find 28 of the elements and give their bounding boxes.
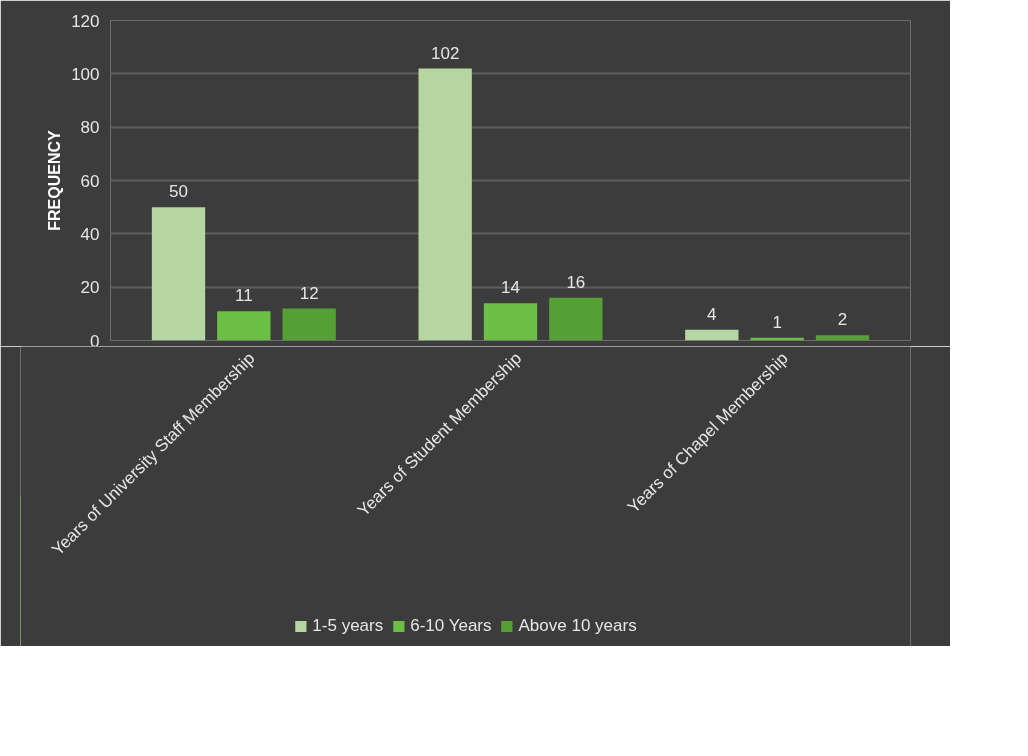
y-tick-label: 0 [90, 331, 100, 351]
bar [217, 311, 271, 341]
bar [815, 335, 870, 341]
y-tick-label: 80 [80, 118, 100, 138]
y-tick-label: 120 [71, 11, 100, 31]
data-label: 14 [501, 278, 520, 298]
data-label: 4 [707, 304, 717, 324]
bar [685, 329, 739, 341]
bar [549, 297, 603, 341]
data-label: 16 [566, 272, 586, 292]
data-label: 1 [772, 312, 782, 332]
data-label: 102 [430, 43, 460, 63]
legend-label: 6-10 Years [410, 616, 492, 636]
bar [418, 68, 472, 341]
bar [483, 303, 538, 341]
y-tick-label: 20 [80, 278, 100, 298]
legend-label: Above 10 years [518, 616, 637, 636]
data-label: 50 [169, 182, 188, 202]
bar [151, 207, 206, 341]
y-tick-label: 100 [71, 64, 100, 84]
y-axis-title: FREQUENCY [46, 129, 64, 231]
y-tick-label: 40 [80, 224, 100, 244]
legend-label: 1-5 years [312, 616, 384, 636]
bar [282, 308, 336, 341]
data-label: 11 [235, 286, 253, 306]
y-tick-label: 60 [80, 171, 100, 191]
data-label: 12 [299, 283, 319, 303]
data-label: 2 [837, 310, 848, 330]
